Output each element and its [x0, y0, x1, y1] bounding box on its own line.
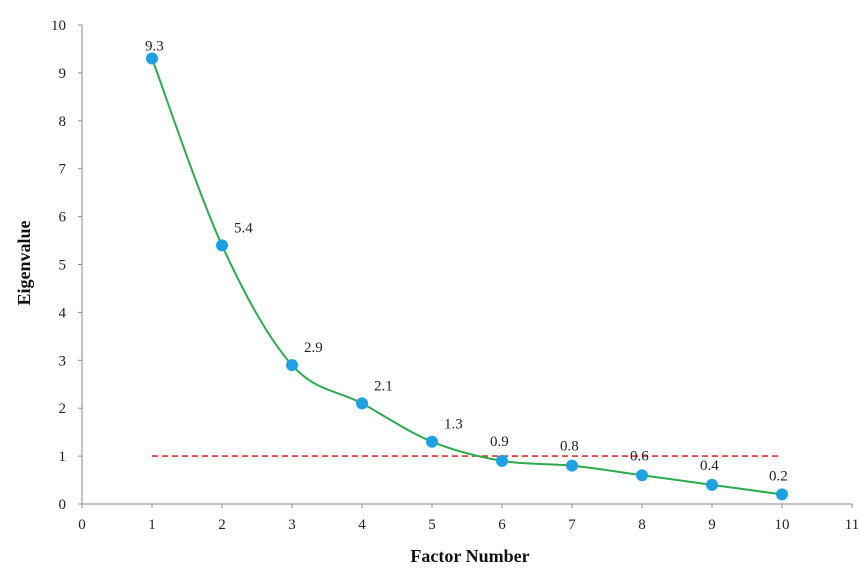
x-tick-label: 3 — [288, 517, 296, 533]
y-tick-label: 2 — [59, 401, 67, 417]
data-label: 0.6 — [630, 448, 649, 464]
x-tick-label: 4 — [358, 517, 366, 533]
y-tick-label: 5 — [59, 258, 67, 274]
x-tick-label: 5 — [428, 517, 436, 533]
y-tick-label: 8 — [59, 114, 67, 130]
data-point — [566, 459, 578, 472]
data-label: 0.2 — [769, 468, 788, 484]
y-tick-label: 1 — [59, 449, 67, 465]
x-tick-label: 2 — [218, 517, 226, 533]
x-tick-label: 7 — [568, 517, 576, 533]
y-tick-label: 3 — [59, 353, 67, 369]
x-tick-label: 1 — [148, 517, 156, 533]
data-label: 2.1 — [374, 378, 393, 394]
data-point — [286, 359, 298, 372]
series-line — [151, 58, 783, 496]
data-point — [216, 239, 228, 252]
y-tick-label: 6 — [59, 210, 67, 226]
data-label: 0.4 — [700, 458, 719, 474]
data-point — [706, 478, 718, 491]
plot-area: 0 1 2 3 4 5 6 7 8 9 10 0 1 2 3 4 5 6 7 8 9 10 11 9.3 5.4 2.9 2.1 1.… — [51, 18, 859, 533]
x-tick-label: 11 — [845, 517, 859, 533]
y-axis-title: Eigenvalue — [14, 220, 34, 305]
data-label: 9.3 — [145, 39, 164, 55]
data-point — [146, 52, 158, 65]
y-tick-label: 7 — [59, 162, 67, 178]
data-label: 1.3 — [444, 417, 463, 433]
x-tick-label: 0 — [78, 517, 86, 533]
x-tick-label: 6 — [498, 517, 506, 533]
data-point — [426, 435, 438, 448]
x-tick-label: 9 — [708, 517, 716, 533]
data-point — [776, 488, 788, 501]
y-tick-label: 9 — [59, 66, 67, 82]
data-point — [496, 454, 508, 467]
data-label: 0.9 — [490, 434, 509, 450]
y-tick-label: 10 — [51, 18, 66, 34]
y-axis-title-group: Eigenvalue — [14, 220, 34, 305]
data-label: 5.4 — [234, 220, 253, 236]
data-label: 0.8 — [560, 439, 579, 455]
y-tick-label: 4 — [59, 305, 67, 321]
y-tick-label: 0 — [59, 497, 67, 513]
data-point — [636, 469, 648, 482]
x-tick-label: 10 — [775, 517, 790, 533]
data-label: 2.9 — [304, 340, 323, 356]
x-tick-label: 8 — [638, 517, 646, 533]
x-axis-title: Factor Number — [410, 546, 529, 566]
data-point — [356, 397, 368, 410]
